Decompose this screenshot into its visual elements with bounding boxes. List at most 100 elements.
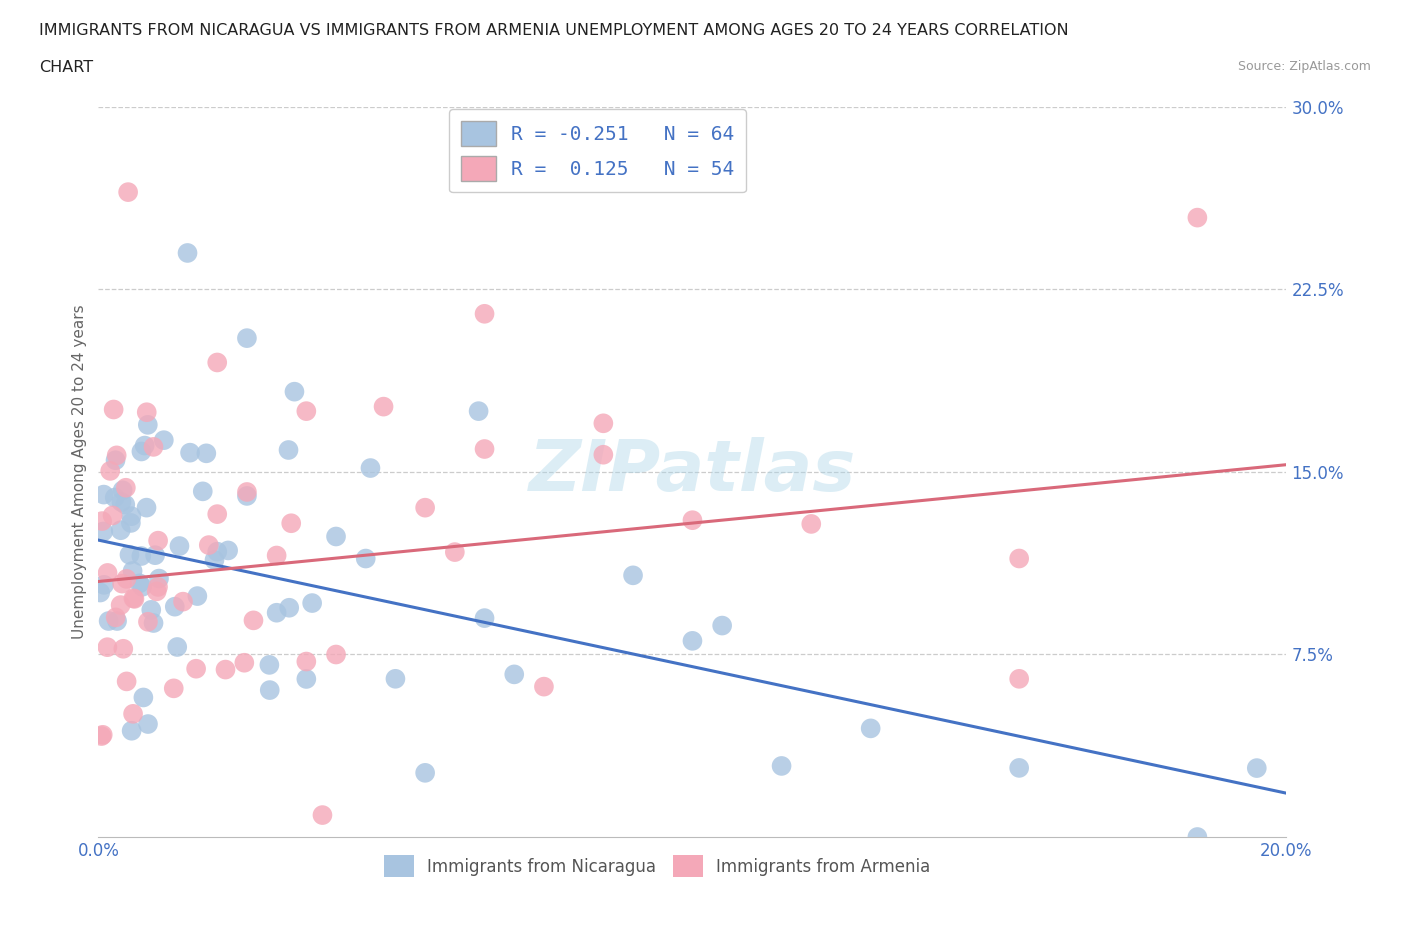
Point xyxy=(443,545,465,560)
Point xyxy=(93,487,115,502)
Point xyxy=(97,565,120,580)
Point xyxy=(184,661,207,676)
Point xyxy=(198,538,221,552)
Point xyxy=(136,615,159,630)
Point xyxy=(204,552,226,567)
Point xyxy=(266,605,288,620)
Point xyxy=(242,613,264,628)
Point xyxy=(503,667,526,682)
Point xyxy=(122,591,145,605)
Point xyxy=(217,543,239,558)
Point xyxy=(103,402,125,417)
Point xyxy=(1008,551,1031,566)
Point xyxy=(112,642,135,657)
Point xyxy=(325,529,347,544)
Text: Source: ZipAtlas.com: Source: ZipAtlas.com xyxy=(1237,60,1371,73)
Point xyxy=(359,460,381,475)
Point xyxy=(295,404,318,418)
Point xyxy=(110,523,132,538)
Point xyxy=(104,610,127,625)
Point xyxy=(135,500,157,515)
Point xyxy=(146,533,169,548)
Point xyxy=(98,463,121,478)
Point xyxy=(474,442,496,457)
Point xyxy=(295,654,318,669)
Point xyxy=(145,584,167,599)
Point xyxy=(533,679,555,694)
Point xyxy=(91,525,114,539)
Point xyxy=(166,640,188,655)
Point xyxy=(384,671,406,686)
Point xyxy=(135,405,157,419)
Point xyxy=(143,548,166,563)
Text: ZIPatlas: ZIPatlas xyxy=(529,437,856,507)
Point xyxy=(142,616,165,631)
Point xyxy=(800,516,823,531)
Point xyxy=(115,571,138,586)
Legend: Immigrants from Nicaragua, Immigrants from Armenia: Immigrants from Nicaragua, Immigrants fr… xyxy=(377,849,936,884)
Point xyxy=(859,721,882,736)
Point xyxy=(172,594,194,609)
Point xyxy=(295,671,318,686)
Point xyxy=(1187,210,1209,225)
Point xyxy=(120,509,142,524)
Text: IMMIGRANTS FROM NICARAGUA VS IMMIGRANTS FROM ARMENIA UNEMPLOYMENT AMONG AGES 20 : IMMIGRANTS FROM NICARAGUA VS IMMIGRANTS … xyxy=(39,23,1069,38)
Point xyxy=(96,640,118,655)
Point xyxy=(373,399,395,414)
Y-axis label: Unemployment Among Ages 20 to 24 years: Unemployment Among Ages 20 to 24 years xyxy=(72,305,87,639)
Point xyxy=(89,585,111,600)
Point xyxy=(153,432,176,447)
Point xyxy=(110,495,132,510)
Point xyxy=(121,564,143,578)
Point xyxy=(259,658,281,672)
Point xyxy=(205,355,228,370)
Point xyxy=(111,483,134,498)
Point xyxy=(236,488,259,503)
Point xyxy=(93,578,115,592)
Point xyxy=(101,508,124,523)
Point xyxy=(117,185,139,200)
Point xyxy=(1246,761,1268,776)
Point xyxy=(115,480,138,495)
Point xyxy=(120,515,142,530)
Point xyxy=(91,513,114,528)
Point xyxy=(266,548,288,563)
Point xyxy=(1187,830,1209,844)
Point xyxy=(621,568,644,583)
Point xyxy=(277,443,299,458)
Point xyxy=(176,246,198,260)
Point xyxy=(132,690,155,705)
Point xyxy=(134,438,156,453)
Point xyxy=(121,724,143,738)
Point xyxy=(104,453,127,468)
Text: CHART: CHART xyxy=(39,60,93,75)
Point xyxy=(136,418,159,432)
Point xyxy=(354,551,377,566)
Point xyxy=(259,683,281,698)
Point xyxy=(142,440,165,455)
Point xyxy=(278,600,301,615)
Point xyxy=(146,579,169,594)
Point xyxy=(136,717,159,732)
Point xyxy=(1008,761,1031,776)
Point xyxy=(195,445,218,460)
Point xyxy=(115,674,138,689)
Point xyxy=(681,512,703,527)
Point xyxy=(118,547,141,562)
Point xyxy=(191,484,214,498)
Point xyxy=(163,681,186,696)
Point xyxy=(592,447,614,462)
Point xyxy=(413,765,436,780)
Point xyxy=(104,490,127,505)
Point xyxy=(105,448,128,463)
Point xyxy=(711,618,734,633)
Point xyxy=(97,614,120,629)
Point xyxy=(283,384,305,399)
Point xyxy=(179,445,201,460)
Point xyxy=(186,589,208,604)
Point xyxy=(1008,671,1031,686)
Point xyxy=(592,416,614,431)
Point xyxy=(111,577,134,591)
Point xyxy=(148,571,170,586)
Point xyxy=(236,331,259,346)
